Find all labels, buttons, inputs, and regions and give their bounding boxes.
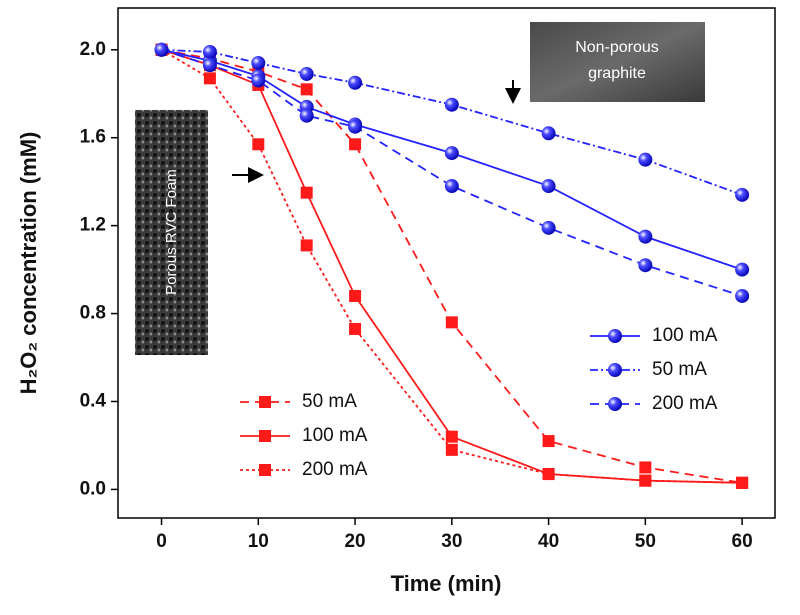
marker [638, 152, 653, 167]
porous-label: Porous RVC Foam [163, 169, 180, 295]
legend-label: 200 mA [652, 393, 718, 414]
marker [348, 75, 363, 90]
legend-label: 50 mA [302, 391, 357, 412]
marker [541, 126, 556, 141]
marker [445, 430, 458, 443]
marker [299, 108, 314, 123]
marker [639, 474, 652, 487]
x-tick-label: 50 [635, 531, 656, 552]
marker [638, 258, 653, 273]
marker [444, 179, 459, 194]
marker [251, 55, 266, 70]
x-tick-label: 0 [156, 531, 167, 552]
marker [349, 138, 362, 151]
y-axis-title: H₂O₂ concentration (mM) [16, 132, 41, 395]
y-tick-label: 0.0 [80, 478, 106, 499]
legend-marker [608, 329, 622, 343]
marker [202, 58, 217, 73]
y-tick-label: 1.2 [80, 215, 106, 236]
legend-label: 50 mA [652, 359, 707, 380]
x-axis-title: Time (min) [391, 571, 502, 596]
marker [735, 187, 750, 202]
marker [300, 239, 313, 252]
legend-marker [608, 397, 622, 411]
legend-label: 100 mA [302, 425, 368, 446]
y-tick-label: 0.8 [80, 303, 106, 324]
marker [735, 288, 750, 303]
marker [349, 289, 362, 302]
porous-inset [135, 110, 208, 355]
marker [300, 83, 313, 96]
legend-marker [259, 396, 271, 408]
legend-marker [259, 464, 271, 476]
x-tick-label: 30 [441, 531, 462, 552]
marker [154, 42, 169, 57]
marker [299, 66, 314, 81]
x-tick-label: 40 [538, 531, 559, 552]
marker [444, 146, 459, 161]
marker [348, 119, 363, 134]
marker [541, 179, 556, 194]
y-tick-label: 2.0 [80, 39, 106, 60]
graphite-label: graphite [588, 65, 646, 82]
marker [444, 97, 459, 112]
marker [300, 186, 313, 199]
graphite-inset [530, 22, 705, 102]
marker [349, 322, 362, 335]
x-tick-label: 60 [732, 531, 753, 552]
series-line [161, 48, 743, 484]
marker [203, 72, 216, 85]
series-line [161, 48, 743, 484]
y-tick-label: 1.6 [80, 127, 106, 148]
x-tick-label: 20 [344, 531, 365, 552]
marker [542, 468, 555, 481]
marker [541, 220, 556, 235]
legend-marker [608, 363, 622, 377]
marker [251, 73, 266, 88]
marker [445, 316, 458, 329]
marker [735, 262, 750, 277]
marker [252, 138, 265, 151]
marker [542, 435, 555, 448]
marker [736, 476, 749, 489]
x-tick-label: 10 [248, 531, 269, 552]
legend-label: 200 mA [302, 459, 368, 480]
graphite-label: Non-porous [575, 39, 659, 56]
legend-label: 100 mA [652, 325, 718, 346]
plot-frame [117, 7, 776, 519]
marker [202, 44, 217, 59]
series-line [161, 48, 743, 484]
legend-marker [259, 430, 271, 442]
marker [639, 461, 652, 474]
y-tick-label: 0.4 [80, 391, 107, 412]
marker [445, 443, 458, 456]
marker [638, 229, 653, 244]
